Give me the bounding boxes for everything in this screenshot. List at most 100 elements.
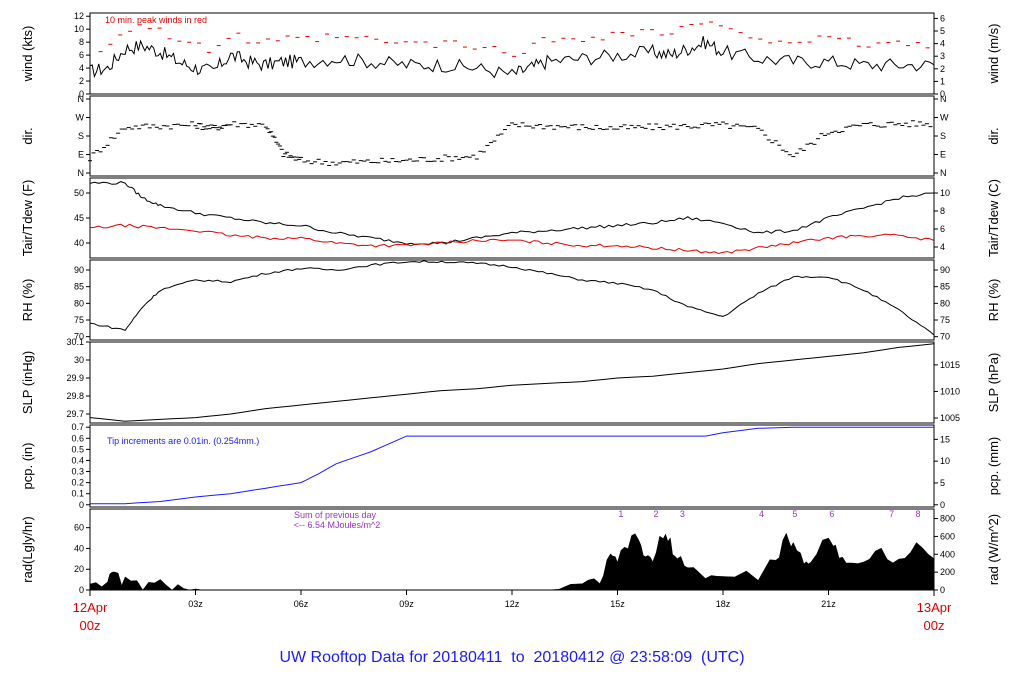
left-tick-label: 70 xyxy=(74,332,84,342)
left-tick-label: 0 xyxy=(79,500,84,510)
right-tick-label: 3 xyxy=(940,51,945,61)
right-tick-label: 400 xyxy=(940,549,955,559)
left-tick-label: 0.5 xyxy=(71,444,84,454)
right-tick-label: 6 xyxy=(940,224,945,234)
radiation-peak-label: 1 xyxy=(618,509,623,519)
left-tick-label: 40 xyxy=(74,238,84,248)
left-tick-label: 6 xyxy=(79,50,84,60)
left-tick-label: 60 xyxy=(74,523,84,533)
chart-footer-title: UW Rooftop Data for 20180411 to 20180412… xyxy=(279,649,745,666)
end-time-label: 00z xyxy=(924,618,945,633)
left-tick-label: 0 xyxy=(79,89,84,99)
right-tick-label: 1015 xyxy=(940,360,960,370)
left-tick-label: 8 xyxy=(79,37,84,47)
left-tick-label: 20 xyxy=(74,564,84,574)
left-tick-label: 29.9 xyxy=(66,373,84,383)
right-tick-label: 1005 xyxy=(940,413,960,423)
y-axis-label-left: pcp. (in) xyxy=(20,443,35,490)
y-axis-label-left: Tair/Tdew (F) xyxy=(20,180,35,257)
y-axis-label-right: pcp. (mm) xyxy=(986,437,1001,496)
left-tick-label: 2 xyxy=(79,76,84,86)
y-axis-label-left: rad(Lgly/hr) xyxy=(20,516,35,582)
y-axis-label-right: dir. xyxy=(986,127,1001,144)
start-date-label: 12Apr xyxy=(73,600,108,615)
left-tick-label: 45 xyxy=(74,213,84,223)
left-tick-label: 4 xyxy=(79,63,84,73)
y-axis-label-left: RH (%) xyxy=(20,279,35,322)
start-time-label: 00z xyxy=(80,618,101,633)
series-line-2-1 xyxy=(89,223,935,255)
end-date-label: 13Apr xyxy=(917,600,952,615)
right-tick-label: 600 xyxy=(940,531,955,541)
right-tick-label: 6 xyxy=(940,13,945,23)
right-tick-label: 200 xyxy=(940,567,955,577)
series-line-3-0 xyxy=(89,260,935,336)
radiation-peak-label: 2 xyxy=(654,509,659,519)
right-tick-label: 5 xyxy=(940,26,945,36)
x-tick-label: 09z xyxy=(399,599,414,609)
left-tick-label: 0 xyxy=(79,585,84,595)
peak-wind-annotation: 10 min. peak winds in red xyxy=(105,15,207,25)
left-tick-label: 0.6 xyxy=(71,433,84,443)
y-axis-label-right: RH (%) xyxy=(986,279,1001,322)
x-tick-label: 15z xyxy=(610,599,625,609)
series-line-2-0 xyxy=(89,181,935,246)
right-tick-label: 80 xyxy=(940,298,950,308)
left-tick-label: 12 xyxy=(74,11,84,21)
right-tick-label: 2 xyxy=(940,64,945,74)
radiation-peak-label: 6 xyxy=(829,509,834,519)
y-axis-label-right: wind (m/s) xyxy=(986,24,1001,85)
right-tick-label: N xyxy=(940,94,947,104)
series-line-0-0 xyxy=(89,36,935,79)
left-tick-label: 0.1 xyxy=(71,489,84,499)
right-tick-label: W xyxy=(940,113,949,123)
right-tick-label: 4 xyxy=(940,242,945,252)
right-tick-label: 10 xyxy=(940,188,950,198)
x-tick-label: 03z xyxy=(188,599,203,609)
left-tick-label: 0.7 xyxy=(71,422,84,432)
tip-increment-annotation: Tip increments are 0.01in. (0.254mm.) xyxy=(107,436,259,446)
x-tick-label: 18z xyxy=(716,599,731,609)
right-tick-label: 4 xyxy=(940,39,945,49)
y-axis-label-right: Tair/Tdew (C) xyxy=(986,179,1001,257)
radiation-peak-label: 4 xyxy=(759,509,764,519)
series-line-4-0 xyxy=(89,343,935,422)
left-tick-label: W xyxy=(76,113,85,123)
x-tick-label: 12z xyxy=(505,599,520,609)
right-tick-label: 5 xyxy=(940,478,945,488)
radiation-peak-label: 5 xyxy=(792,509,797,519)
left-tick-label: 0.2 xyxy=(71,478,84,488)
left-tick-label: 30.1 xyxy=(66,337,84,347)
panel-frame-4 xyxy=(89,341,935,424)
panel-frame-3 xyxy=(89,259,935,341)
right-tick-label: 800 xyxy=(940,514,955,524)
right-tick-label: 10 xyxy=(940,456,950,466)
left-tick-label: 40 xyxy=(74,543,84,553)
x-tick-label: 06z xyxy=(294,599,309,609)
left-tick-label: S xyxy=(78,131,84,141)
series-line-5-0 xyxy=(90,426,934,505)
y-axis-label-left: dir. xyxy=(20,127,35,144)
left-tick-label: 85 xyxy=(74,282,84,292)
right-tick-label: 1010 xyxy=(940,386,960,396)
right-tick-label: S xyxy=(940,131,946,141)
right-tick-label: E xyxy=(940,150,946,160)
radiation-area xyxy=(89,532,935,591)
right-tick-label: 70 xyxy=(940,332,950,342)
right-tick-label: 90 xyxy=(940,265,950,275)
x-tick-label: 21z xyxy=(821,599,836,609)
left-tick-label: N xyxy=(78,94,85,104)
left-tick-label: N xyxy=(78,168,85,178)
left-tick-label: 0.3 xyxy=(71,467,84,477)
left-tick-label: 90 xyxy=(74,265,84,275)
left-tick-label: E xyxy=(78,150,84,160)
y-axis-label-left: SLP (inHg) xyxy=(20,351,35,414)
right-tick-label: N xyxy=(940,168,947,178)
radiation-sum-value: <-- 6.54 MJoules/m^2 xyxy=(294,520,381,530)
radiation-peak-label: 3 xyxy=(680,509,685,519)
left-tick-label: 29.8 xyxy=(66,391,84,401)
panel-frame-1 xyxy=(89,95,935,177)
right-tick-label: 85 xyxy=(940,282,950,292)
panel-frame-0 xyxy=(89,12,935,95)
right-tick-label: 15 xyxy=(940,434,950,444)
